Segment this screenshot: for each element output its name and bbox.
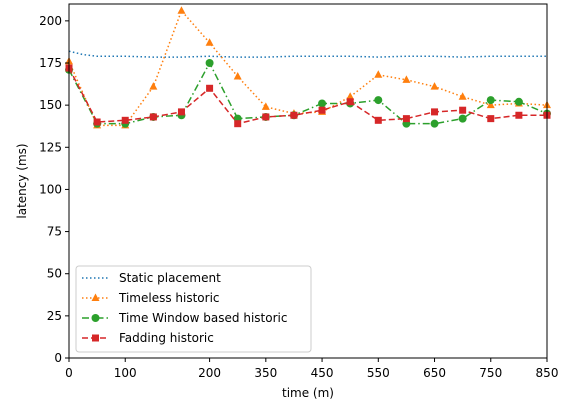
series-line [68,9,548,127]
data-point [233,71,242,80]
y-tick-label: 175 [39,56,62,70]
x-tick-label: 850 [536,366,559,380]
data-point [374,70,383,78]
y-tick-label: 25 [47,309,62,323]
series-layer [65,6,551,129]
legend: Static placement Timeless historic Time Wi… [75,265,312,353]
data-point [486,100,495,109]
x-tick-label: 550 [367,366,390,380]
series-3 [65,59,551,128]
data-point [374,116,382,124]
data-point [318,106,326,114]
legend-marker [92,334,99,342]
data-point [206,84,214,92]
data-point [430,82,439,90]
data-point [177,6,186,14]
data-point [262,113,270,121]
data-point [121,116,129,124]
data-point [486,96,495,105]
series-line [68,61,548,125]
legend-marker [91,314,100,322]
data-point [459,106,467,114]
data-point [149,113,157,121]
x-axis-label: time (m) [282,386,334,400]
data-point [177,108,185,116]
data-point [290,111,298,119]
x-tick-label: 750 [479,366,502,380]
data-point [149,82,158,90]
data-point [458,114,467,123]
legend-item: Static placement [82,271,221,285]
series-4 [65,64,551,128]
data-point [318,99,327,108]
y-tick-label: 200 [39,14,62,28]
data-point [430,119,439,128]
y-axis-label: latency (ms) [15,143,29,218]
data-point [374,96,383,105]
legend-label: Time Window based historic [118,311,287,325]
series-1 [68,50,547,58]
data-point [93,118,101,126]
data-point [515,111,523,119]
plot-frame [68,3,548,359]
data-point [234,120,242,128]
data-point [431,108,439,116]
x-tick-label: 0 [65,366,73,380]
data-point [402,75,411,83]
y-tick-label: 125 [39,140,62,154]
legend-label: Fadding historic [119,331,214,345]
data-point [487,115,495,123]
legend-item: Time Window based historic [82,311,287,325]
data-point [346,92,355,100]
x-tick-label: 100 [114,366,137,380]
x-tick-label: 200 [198,366,221,380]
legend-label: Static placement [119,271,221,285]
legend-item: Timeless historic [82,291,220,305]
legend-box [75,265,312,353]
y-tick-label: 100 [39,182,62,196]
data-point [514,97,523,106]
x-tick-label: 650 [423,366,446,380]
y-axis-ticks: 0 25 50 75 100 125 150 175 200 [39,14,69,365]
data-point [402,115,410,123]
data-point [205,38,214,46]
data-point [205,59,214,67]
y-tick-label: 0 [54,351,62,365]
legend-item: Fadding historic [82,331,214,345]
data-point [346,98,354,106]
x-tick-label: 350 [254,366,277,380]
series-line [68,50,547,58]
y-tick-label: 50 [47,267,62,281]
data-point [261,102,270,110]
y-tick-label: 150 [39,98,62,112]
x-tick-label: 450 [311,366,334,380]
legend-marker [91,293,100,301]
y-tick-label: 75 [47,225,62,239]
data-point [458,92,467,100]
legend-label: Timeless historic [118,291,220,305]
x-axis-ticks: 0 100 200 350 450 550 650 750 850 [65,358,558,380]
series-line [68,67,547,125]
